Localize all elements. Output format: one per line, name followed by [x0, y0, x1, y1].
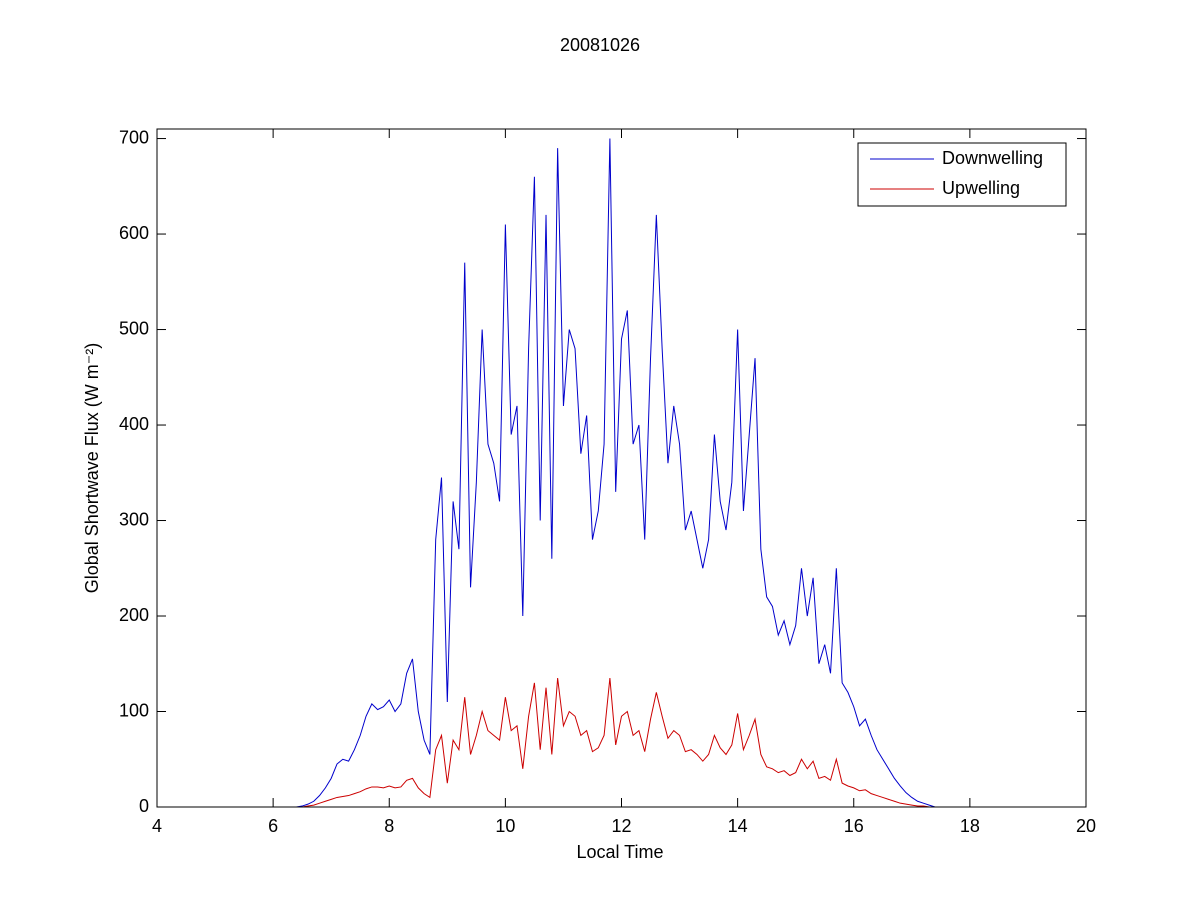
- legend-label: Upwelling: [942, 178, 1020, 198]
- x-tick-label: 6: [268, 816, 278, 836]
- plot-area: [157, 129, 1086, 807]
- x-axis-label: Local Time: [576, 842, 663, 862]
- y-tick-label: 400: [119, 414, 149, 434]
- y-tick-label: 100: [119, 700, 149, 720]
- x-tick-label: 12: [611, 816, 631, 836]
- y-tick-label: 200: [119, 605, 149, 625]
- x-tick-label: 4: [152, 816, 162, 836]
- y-axis-label: Global Shortwave Flux (W m⁻²): [82, 343, 102, 594]
- y-tick-label: 300: [119, 509, 149, 529]
- legend-box: [857, 142, 1067, 207]
- y-tick-label: 0: [139, 796, 149, 816]
- plot-frame: [156, 128, 1087, 808]
- x-tick-label: 14: [728, 816, 748, 836]
- x-tick-label: 10: [495, 816, 515, 836]
- y-tick-label: 600: [119, 223, 149, 243]
- x-tick-label: 20: [1076, 816, 1096, 836]
- data-line: [296, 678, 936, 808]
- y-tick-label: 700: [119, 127, 149, 147]
- x-tick-label: 18: [960, 816, 980, 836]
- y-tick-label: 500: [119, 318, 149, 338]
- x-tick-label: 8: [384, 816, 394, 836]
- legend-label: Downwelling: [942, 148, 1043, 168]
- data-line: [296, 138, 936, 808]
- chart-title: 20081026: [560, 35, 640, 55]
- x-tick-label: 16: [844, 816, 864, 836]
